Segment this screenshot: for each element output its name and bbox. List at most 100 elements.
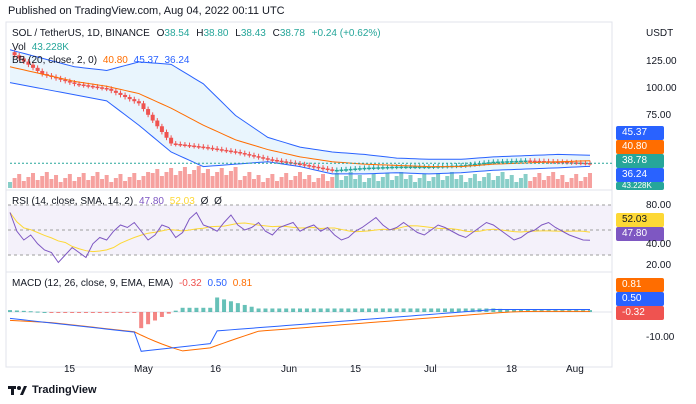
volume-bar — [155, 169, 160, 188]
volume-bar — [321, 174, 326, 188]
candle-body — [380, 167, 385, 169]
volume-bar — [422, 174, 427, 188]
candle-body — [31, 64, 36, 68]
candle-body — [532, 160, 537, 163]
volume-bar — [518, 178, 523, 188]
candle-body — [394, 166, 399, 169]
macd-hist-bar — [139, 312, 144, 329]
volume-bar — [210, 176, 215, 188]
volume-bar — [8, 182, 12, 188]
volume-bar — [357, 175, 362, 188]
volume-bar — [205, 169, 210, 188]
candle-body — [334, 169, 339, 172]
volume-legend: Vol 43.228K — [12, 42, 69, 53]
macd-hist-bar — [235, 303, 240, 312]
macd-hist-bar — [21, 310, 26, 312]
macd-signal-line — [9, 310, 590, 352]
macd-hist-bar — [222, 299, 227, 312]
macd-signal-value: 0.81 — [232, 278, 253, 289]
rsi-label: RSI (14, close, SMA, 14, 2) — [12, 196, 134, 207]
volume-bar — [325, 181, 330, 188]
volume-bar — [408, 175, 413, 188]
time-label-jun: Jun — [281, 364, 298, 375]
candle-body — [141, 103, 146, 110]
macd-hist-bar — [443, 308, 447, 312]
macd-hist-bar — [208, 307, 213, 312]
candle-body — [353, 168, 358, 171]
close-value: 38.78 — [279, 28, 305, 39]
candle-body — [399, 166, 404, 169]
volume-bar — [440, 180, 445, 188]
volume-bar — [150, 173, 155, 188]
bb-lower-value: 36.24 — [164, 55, 190, 66]
rsi-tick-40: 40.00 — [646, 239, 672, 250]
candle-body — [468, 164, 473, 166]
candle-body — [491, 161, 496, 164]
candle-body — [431, 166, 436, 168]
volume-bar — [348, 172, 353, 188]
volume-bar — [537, 173, 542, 188]
tradingview-footer[interactable]: TradingView — [8, 384, 97, 396]
candle-body — [274, 160, 279, 162]
macd-hist-bar — [77, 312, 82, 313]
candle-body — [81, 84, 86, 87]
candle-body — [77, 83, 82, 86]
volume-bar — [449, 172, 454, 188]
macd-hist-bar — [498, 308, 503, 312]
bb-upper-line — [9, 49, 591, 160]
candle-body — [72, 82, 77, 84]
volume-bar — [528, 181, 533, 188]
candle-body — [417, 166, 422, 169]
volume-bar — [118, 174, 123, 188]
candle-body — [146, 109, 151, 115]
rsi-sma-badge: 52.03 — [616, 213, 664, 227]
macd-hist-bar — [118, 312, 123, 313]
candle-body — [159, 126, 164, 132]
candle-body — [362, 167, 367, 170]
volume-bar — [431, 177, 436, 188]
candle-body — [500, 161, 505, 163]
volume-bar — [394, 176, 399, 188]
candle-body — [238, 152, 243, 154]
volume-bar — [49, 179, 54, 188]
bb-basis-line — [9, 66, 591, 168]
volume-bar — [509, 175, 514, 188]
bb-basis-badge: 40.80 — [616, 140, 664, 154]
candle-body — [123, 94, 128, 98]
bb-upper-value: 40.80 — [102, 55, 128, 66]
macd-hist-bar — [97, 312, 102, 313]
volume-bar — [569, 178, 574, 188]
price-tick-125: 125.00 — [646, 56, 677, 67]
volume-bar — [247, 172, 252, 188]
macd-hist-bar — [325, 308, 330, 312]
rsi-tick-80: 80.00 — [646, 200, 672, 211]
rsi-extra-1: Ø — [200, 196, 209, 207]
volume-bar — [136, 180, 141, 188]
candle-body — [367, 167, 372, 170]
rsi-line — [9, 211, 591, 264]
candle-body — [390, 166, 395, 169]
candle-body — [339, 169, 344, 172]
macd-hist-bar — [346, 308, 351, 312]
last-price-badge: 38.78 — [616, 154, 664, 168]
volume-bar — [196, 166, 201, 188]
rsi-sma-line — [9, 212, 591, 253]
candle-body — [270, 159, 275, 161]
macd-hist-badge: -0.32 — [616, 306, 664, 320]
macd-hist-bar — [318, 308, 323, 312]
volume-bar — [178, 171, 183, 188]
candle-body — [86, 85, 91, 87]
volume-bar — [40, 176, 45, 188]
candle-body — [150, 114, 155, 121]
macd-tick-neg10: -10.00 — [646, 332, 675, 343]
volume-bar — [298, 172, 302, 188]
candle-body — [90, 85, 95, 88]
volume-bar — [251, 179, 256, 188]
candle-body — [127, 97, 132, 100]
rsi-legend: RSI (14, close, SMA, 14, 2) 47.80 52.03 … — [12, 196, 222, 207]
volume-bar — [541, 180, 546, 188]
volume-bar — [385, 173, 390, 188]
macd-hist-bar — [429, 308, 434, 312]
price-tick-75: 75.00 — [646, 110, 672, 121]
